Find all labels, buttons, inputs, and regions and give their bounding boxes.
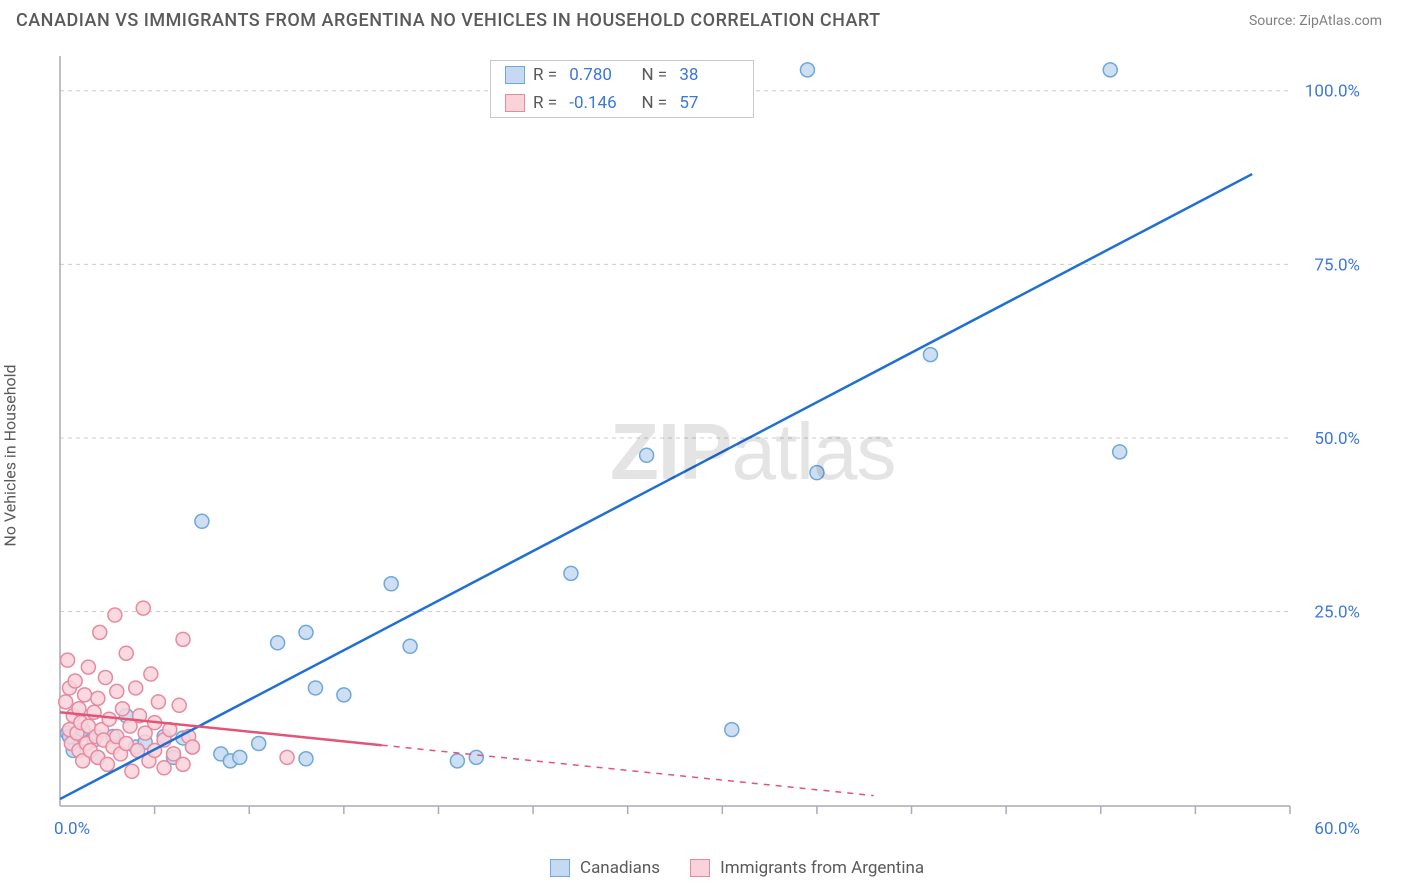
- legend-swatch: [505, 66, 525, 84]
- data-point: [1103, 63, 1117, 77]
- data-point: [403, 639, 417, 653]
- r-label: R =: [533, 93, 561, 113]
- data-point: [308, 681, 322, 695]
- data-point: [61, 653, 75, 667]
- data-point: [68, 674, 82, 688]
- data-point: [271, 636, 285, 650]
- data-point: [450, 754, 464, 768]
- legend-swatch: [690, 859, 710, 877]
- data-point: [384, 577, 398, 591]
- data-point: [299, 625, 313, 639]
- trend-line-dashed: [382, 745, 874, 795]
- source-attribution: Source: ZipAtlas.com: [1249, 13, 1382, 29]
- data-point: [280, 750, 294, 764]
- legend-item: Immigrants from Argentina: [690, 858, 924, 878]
- stats-legend: R = 0.780 N = 38R = -0.146 N = 57: [490, 60, 754, 118]
- data-point: [195, 514, 209, 528]
- y-axis-label: No Vehicles in Household: [1, 364, 20, 546]
- data-point: [59, 695, 73, 709]
- data-point: [78, 688, 92, 702]
- data-point: [469, 750, 483, 764]
- data-point: [125, 764, 139, 778]
- legend-label: Canadians: [580, 858, 660, 878]
- data-point: [115, 702, 129, 716]
- data-point: [725, 723, 739, 737]
- n-label: N =: [637, 65, 671, 85]
- data-point: [185, 740, 199, 754]
- data-point: [810, 466, 824, 480]
- r-value: -0.146: [569, 93, 629, 113]
- legend-item: Canadians: [550, 858, 660, 878]
- legend-swatch: [550, 859, 570, 877]
- data-point: [233, 750, 247, 764]
- data-point: [252, 737, 266, 751]
- r-value: 0.780: [569, 65, 629, 85]
- data-point: [93, 625, 107, 639]
- svg-text:75.0%: 75.0%: [1314, 255, 1360, 275]
- n-label: N =: [637, 93, 671, 113]
- stats-legend-row: R = -0.146 N = 57: [491, 89, 753, 117]
- data-point: [91, 691, 105, 705]
- data-point: [136, 601, 150, 615]
- data-point: [176, 757, 190, 771]
- series-legend: Canadians Immigrants from Argentina: [550, 858, 924, 878]
- legend-label: Immigrants from Argentina: [720, 858, 924, 878]
- data-point: [119, 646, 133, 660]
- data-point: [1113, 445, 1127, 459]
- n-value: 57: [679, 93, 739, 113]
- trend-line: [60, 174, 1252, 799]
- data-point: [564, 566, 578, 580]
- data-point: [144, 667, 158, 681]
- data-point: [110, 684, 124, 698]
- data-point: [100, 757, 114, 771]
- data-point: [151, 695, 165, 709]
- data-point: [129, 681, 143, 695]
- data-point: [102, 712, 116, 726]
- data-point: [81, 660, 95, 674]
- scatter-plot: 25.0% 50.0% 75.0% 100.0% 0.0% 60.0%: [50, 46, 1370, 846]
- svg-text:25.0%: 25.0%: [1314, 603, 1360, 623]
- data-point: [299, 752, 313, 766]
- svg-text:60.0%: 60.0%: [1314, 819, 1360, 839]
- data-point: [337, 688, 351, 702]
- svg-text:100.0%: 100.0%: [1305, 82, 1360, 102]
- data-point: [800, 63, 814, 77]
- n-value: 38: [679, 65, 739, 85]
- data-point: [157, 761, 171, 775]
- data-point: [108, 608, 122, 622]
- data-point: [176, 632, 190, 646]
- data-point: [98, 671, 112, 685]
- data-point: [923, 348, 937, 362]
- legend-swatch: [505, 94, 525, 112]
- data-point: [172, 698, 186, 712]
- stats-legend-row: R = 0.780 N = 38: [491, 61, 753, 89]
- data-point: [640, 448, 654, 462]
- svg-text:0.0%: 0.0%: [54, 819, 90, 839]
- svg-text:50.0%: 50.0%: [1314, 429, 1360, 449]
- r-label: R =: [533, 65, 561, 85]
- chart-title: CANADIAN VS IMMIGRANTS FROM ARGENTINA NO…: [16, 10, 881, 31]
- chart-area: No Vehicles in Household 25.0%50.0%75.0%…: [50, 46, 1370, 846]
